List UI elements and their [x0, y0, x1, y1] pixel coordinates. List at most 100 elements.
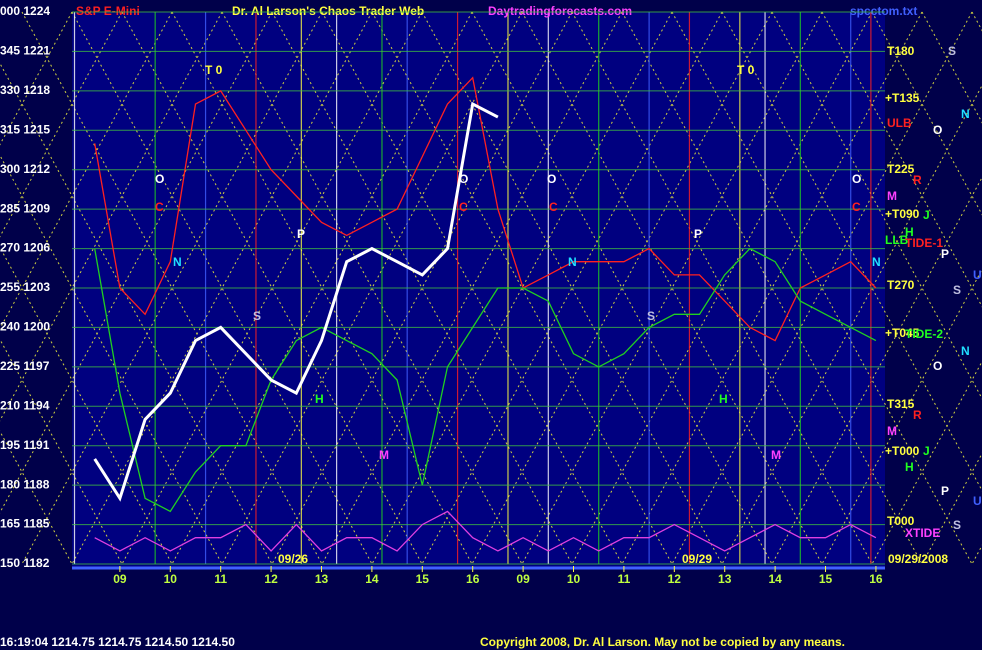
copyright: Copyright 2008, Dr. Al Larson. May not b… — [480, 635, 845, 649]
annotation: J — [923, 444, 930, 458]
date-label: 09/26 — [278, 552, 308, 566]
annotation: N — [173, 255, 182, 269]
annotation: +T135 — [885, 91, 920, 105]
y-tick-label: 180 1188 — [0, 477, 50, 491]
annotation: N — [568, 255, 577, 269]
annotation: S — [253, 309, 261, 323]
y-tick-label: 330 1218 — [0, 83, 50, 97]
x-tick-label: 14 — [365, 572, 379, 586]
annotation: XTIDE — [905, 526, 940, 540]
x-tick-label: 16 — [466, 572, 480, 586]
annotation: M — [771, 448, 781, 462]
annotation: C — [155, 200, 164, 214]
annotation: +T045 — [885, 326, 920, 340]
annotation: U — [973, 494, 982, 508]
date-label: 09/29/2008 — [888, 552, 948, 566]
y-tick-label: 165 1185 — [0, 517, 50, 531]
annotation: N — [961, 107, 970, 121]
annotation: S — [647, 309, 655, 323]
annotation: C — [852, 200, 861, 214]
annotation: S — [953, 518, 961, 532]
status: 16:19:04 1214.75 1214.75 1214.50 1214.50 — [0, 635, 235, 649]
x-tick-label: 11 — [214, 572, 227, 586]
x-tick-label: 10 — [567, 572, 581, 586]
x-tick-label: 09 — [113, 572, 127, 586]
y-tick-label: 000 1224 — [0, 4, 50, 18]
annotation: P — [297, 227, 305, 241]
x-tick-label: 09 — [516, 572, 530, 586]
annotation: H — [905, 225, 914, 239]
plot-area — [72, 12, 885, 568]
annotation: +T090 — [885, 207, 920, 221]
x-tick-label: 13 — [315, 572, 329, 586]
site: Daytradingforecasts.com — [488, 4, 632, 18]
x-tick-label: 13 — [718, 572, 732, 586]
annotation: S — [953, 283, 961, 297]
annotation: H — [719, 392, 728, 406]
series-line — [94, 76, 877, 342]
instrument: S&P E-Mini — [76, 4, 140, 18]
annotation: T 0 — [737, 63, 755, 77]
annotation: T315 — [887, 397, 915, 411]
x-tick-label: 16 — [869, 572, 883, 586]
y-tick-label: 255 1203 — [0, 280, 50, 294]
annotation: O — [155, 172, 164, 186]
y-tick-label: 345 1221 — [0, 44, 50, 58]
annotation: M — [887, 189, 897, 203]
x-tick-label: 10 — [164, 572, 178, 586]
y-tick-label: 315 1215 — [0, 122, 50, 136]
annotation: J — [923, 208, 930, 222]
annotation: C — [549, 200, 558, 214]
annotation: R — [913, 173, 922, 187]
annotation: U — [973, 268, 982, 282]
annotation: P — [941, 484, 949, 498]
annotation: P — [694, 227, 702, 241]
annotation: T180 — [887, 44, 915, 58]
file-name: spcctom.txt — [850, 4, 917, 18]
y-tick-label: 225 1197 — [0, 359, 50, 373]
annotation: H — [315, 392, 324, 406]
annotation: P — [941, 247, 949, 261]
annotation: ULB — [887, 116, 912, 130]
annotation: R — [913, 408, 922, 422]
y-tick-label: 300 1212 — [0, 162, 50, 176]
series-line — [94, 510, 877, 552]
annotation: H — [905, 460, 914, 474]
series-line — [94, 247, 877, 513]
y-tick-label: 270 1206 — [0, 241, 50, 255]
annotation: LLB — [885, 233, 909, 247]
annotation: C — [459, 200, 468, 214]
series-line — [93, 101, 499, 502]
x-tick-label: 15 — [819, 572, 833, 586]
annotation: TIDE-1 — [905, 236, 943, 250]
annotation: O — [547, 172, 556, 186]
annotation: T225 — [887, 162, 915, 176]
x-tick-label: 12 — [668, 572, 682, 586]
annotation: O — [852, 172, 861, 186]
annotation: M — [887, 424, 897, 438]
annotation: +T000 — [885, 444, 920, 458]
y-tick-label: 210 1194 — [0, 398, 50, 412]
annotation: T 0 — [205, 63, 223, 77]
annotation: N — [872, 255, 881, 269]
annotation: T000 — [887, 514, 915, 528]
chart-title: Dr. Al Larson's Chaos Trader Web — [232, 4, 424, 18]
annotation: M — [379, 448, 389, 462]
y-tick-label: 285 1209 — [0, 201, 50, 215]
annotation: T270 — [887, 278, 915, 292]
x-tick-label: 12 — [264, 572, 278, 586]
annotation: O — [459, 172, 468, 186]
annotation: TIDE-2 — [905, 327, 943, 341]
annotation: N — [961, 344, 970, 358]
x-tick-label: 11 — [618, 572, 631, 586]
y-tick-label: 150 1182 — [0, 556, 50, 570]
annotation: O — [933, 123, 942, 137]
x-tick-label: 14 — [768, 572, 782, 586]
y-tick-label: 240 1200 — [0, 320, 50, 334]
x-tick-label: 15 — [416, 572, 430, 586]
annotation: S — [948, 44, 956, 58]
annotation: O — [933, 359, 942, 373]
date-label: 09/29 — [682, 552, 712, 566]
y-tick-label: 195 1191 — [0, 438, 50, 452]
